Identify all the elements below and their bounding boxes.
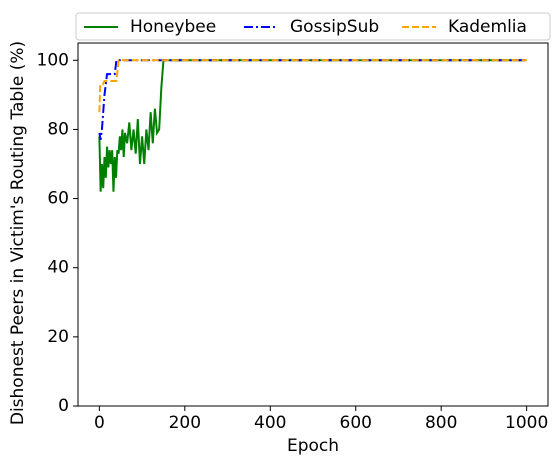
y-tick-label: 60 [47,189,69,209]
x-tick-label: 1000 [505,413,548,433]
y-tick-label: 80 [47,119,69,139]
line-series [98,59,527,113]
x-tick-label: 600 [340,413,372,433]
y-tick-label: 100 [37,50,69,70]
legend-label: Kademlia [448,17,527,37]
x-axis-label: Epoch [287,436,339,456]
line-series [98,59,527,192]
legend-label: GossipSub [290,17,379,37]
x-tick-label: 0 [94,413,105,433]
line-series [98,59,527,140]
x-tick-label: 800 [425,413,457,433]
y-tick-label: 0 [58,396,69,416]
x-tick-label: 200 [169,413,201,433]
plot-frame [77,42,549,407]
y-tick-label: 20 [47,327,69,347]
x-tick-label: 400 [254,413,286,433]
y-axis-label: Dishonest Peers in Victim's Routing Tabl… [8,41,28,425]
legend-box [75,12,551,41]
legend-label: Honeybee [130,17,216,37]
y-tick-label: 40 [47,258,69,278]
